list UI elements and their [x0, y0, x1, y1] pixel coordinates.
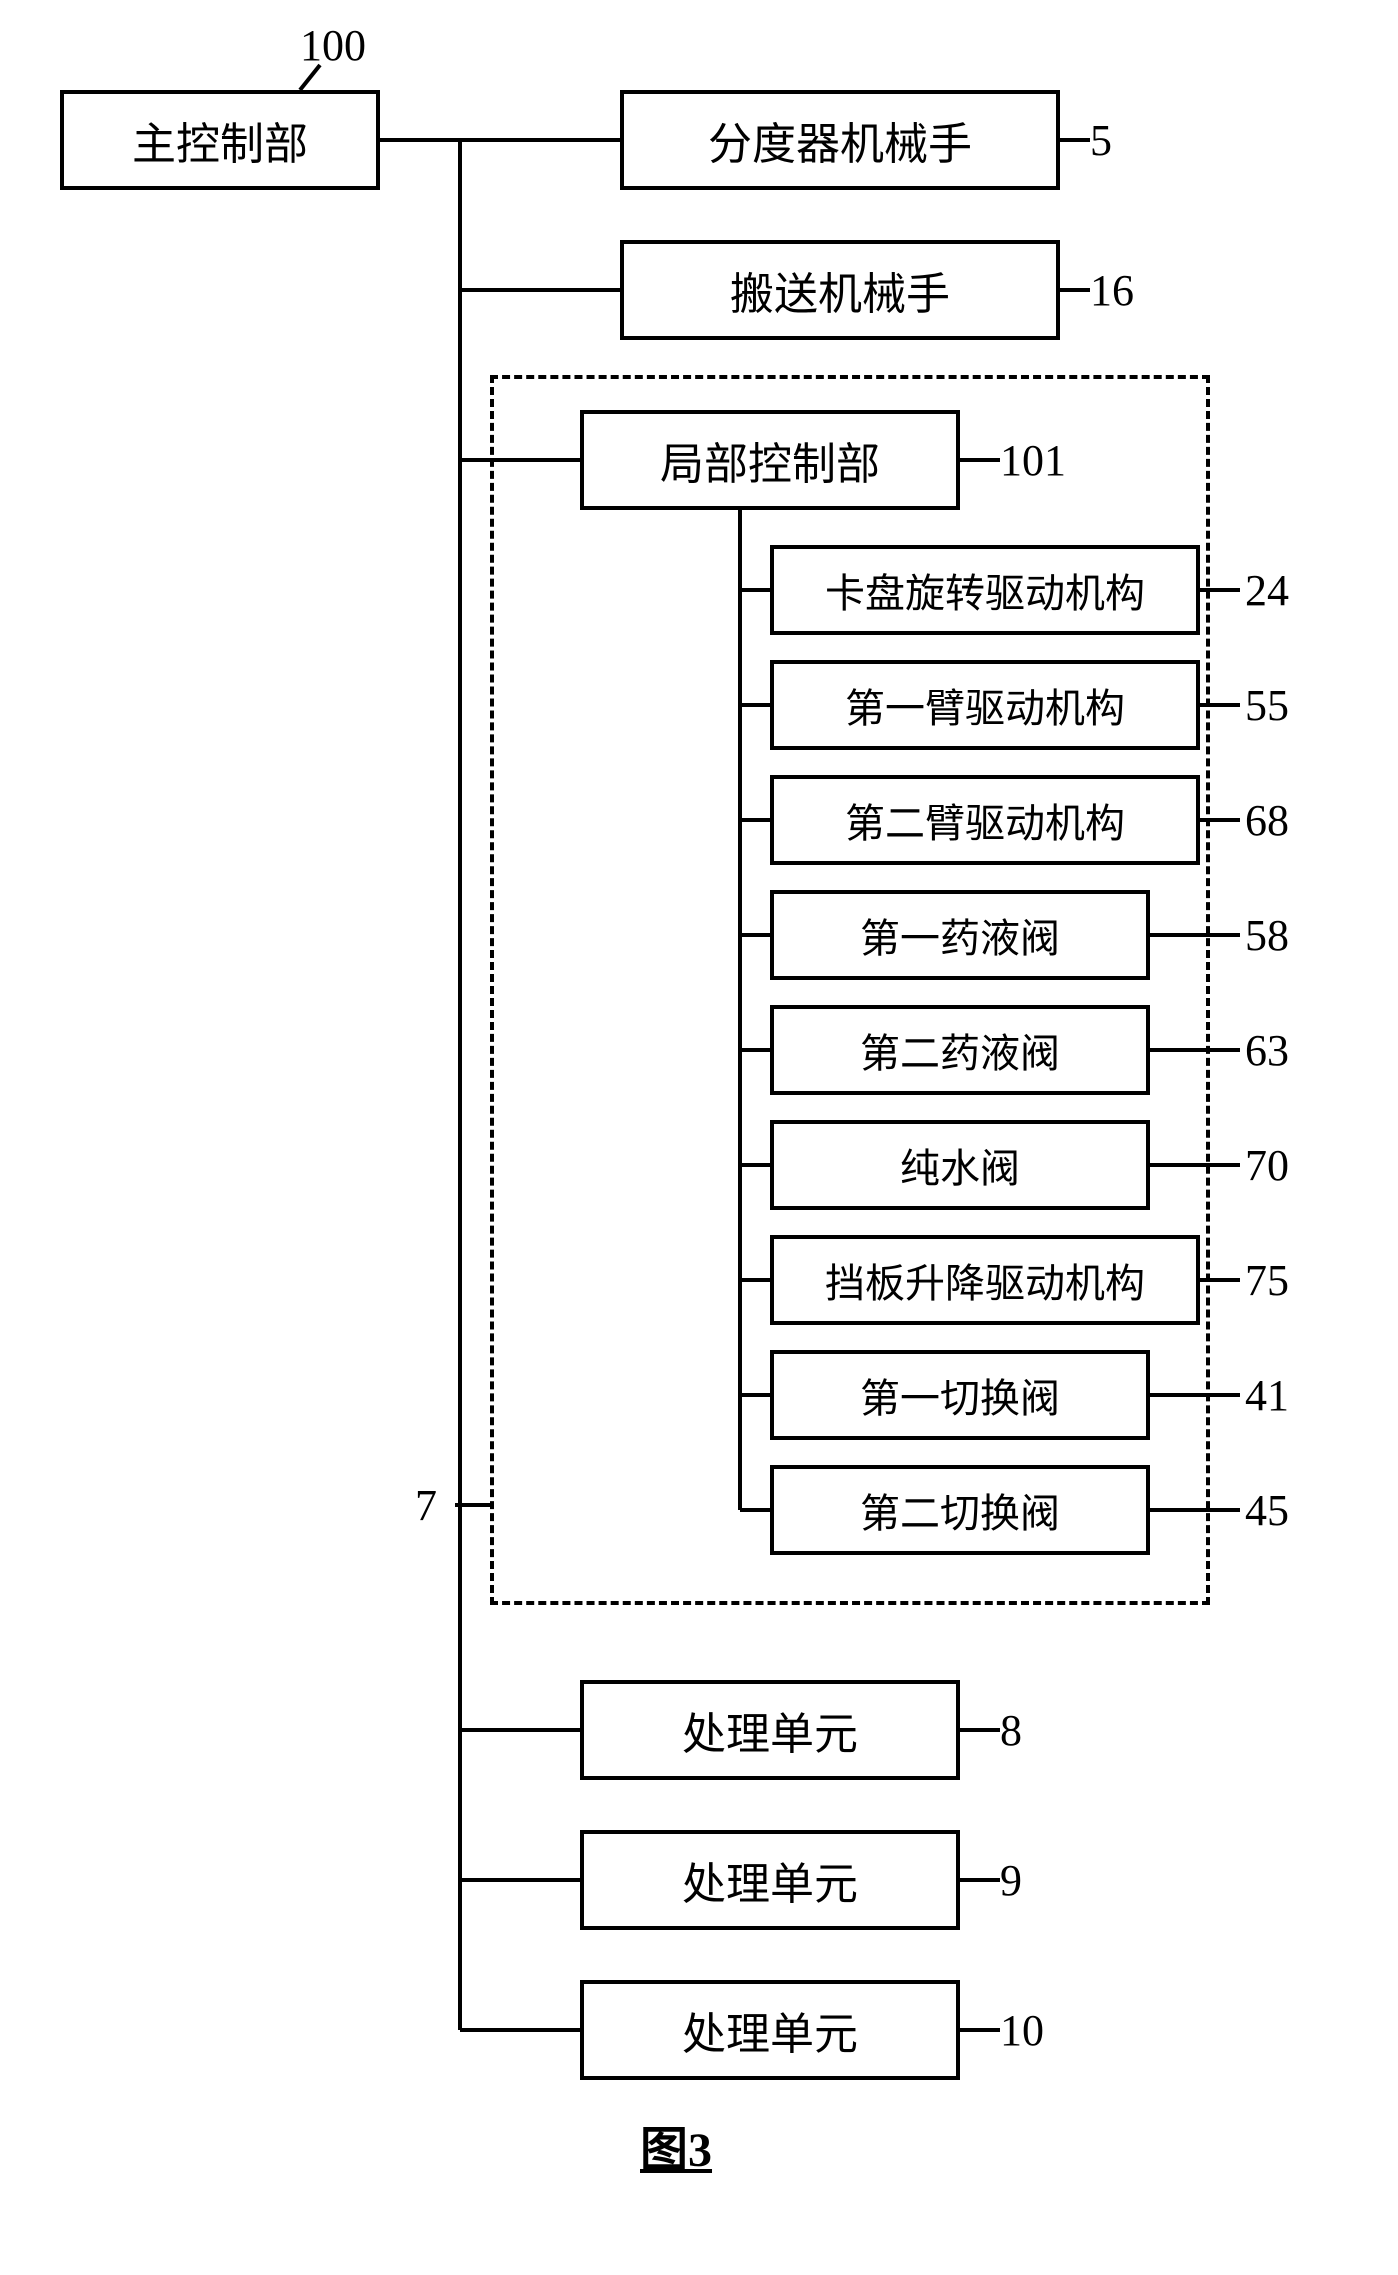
ref-label-100: 100 [300, 20, 366, 71]
node-label: 处理单元 [682, 1998, 858, 2062]
node-label: 挡板升降驱动机构 [825, 1251, 1145, 1309]
node-label: 第一切换阀 [860, 1366, 1060, 1424]
ref-label-7: 7 [415, 1480, 437, 1531]
node-water-valve: 纯水阀 [770, 1120, 1150, 1210]
node-chem-valve-1: 第一药液阀 [770, 890, 1150, 980]
node-main-controller: 主控制部 [60, 90, 380, 190]
node-switch-valve-1: 第一切换阀 [770, 1350, 1150, 1440]
node-label: 第二药液阀 [860, 1021, 1060, 1079]
node-label: 分度器机械手 [708, 108, 972, 172]
ref-label-24: 24 [1245, 565, 1289, 616]
ref-label-75: 75 [1245, 1255, 1289, 1306]
ref-label-16: 16 [1090, 265, 1134, 316]
node-arm2-drive: 第二臂驱动机构 [770, 775, 1200, 865]
node-processing-unit-10: 处理单元 [580, 1980, 960, 2080]
node-label: 局部控制部 [660, 428, 880, 492]
node-switch-valve-2: 第二切换阀 [770, 1465, 1150, 1555]
node-chem-valve-2: 第二药液阀 [770, 1005, 1150, 1095]
node-label: 主控制部 [132, 108, 308, 172]
ref-label-70: 70 [1245, 1140, 1289, 1191]
node-label: 第一臂驱动机构 [845, 676, 1125, 734]
ref-label-68: 68 [1245, 795, 1289, 846]
node-label: 纯水阀 [900, 1136, 1020, 1194]
ref-label-10: 10 [1000, 2005, 1044, 2056]
node-processing-unit-8: 处理单元 [580, 1680, 960, 1780]
figure-caption: 图3 [640, 2110, 712, 2180]
ref-label-5: 5 [1090, 115, 1112, 166]
ref-label-63: 63 [1245, 1025, 1289, 1076]
ref-label-58: 58 [1245, 910, 1289, 961]
node-chuck-drive: 卡盘旋转驱动机构 [770, 545, 1200, 635]
ref-label-9: 9 [1000, 1855, 1022, 1906]
node-local-controller: 局部控制部 [580, 410, 960, 510]
node-label: 第二臂驱动机构 [845, 791, 1125, 849]
node-label: 处理单元 [682, 1848, 858, 1912]
node-label: 第二切换阀 [860, 1481, 1060, 1539]
block-diagram: 主控制部 分度器机械手 搬送机械手 局部控制部 卡盘旋转驱动机构 第一臂驱动机构… [0, 0, 1398, 2275]
node-indexer-robot: 分度器机械手 [620, 90, 1060, 190]
ref-label-41: 41 [1245, 1370, 1289, 1421]
ref-label-8: 8 [1000, 1705, 1022, 1756]
node-arm1-drive: 第一臂驱动机构 [770, 660, 1200, 750]
node-label: 第一药液阀 [860, 906, 1060, 964]
node-label: 卡盘旋转驱动机构 [825, 561, 1145, 619]
ref-label-101: 101 [1000, 435, 1066, 486]
node-processing-unit-9: 处理单元 [580, 1830, 960, 1930]
node-transfer-robot: 搬送机械手 [620, 240, 1060, 340]
ref-label-55: 55 [1245, 680, 1289, 731]
node-label: 处理单元 [682, 1698, 858, 1762]
node-label: 搬送机械手 [730, 258, 950, 322]
node-baffle-drive: 挡板升降驱动机构 [770, 1235, 1200, 1325]
ref-label-45: 45 [1245, 1485, 1289, 1536]
